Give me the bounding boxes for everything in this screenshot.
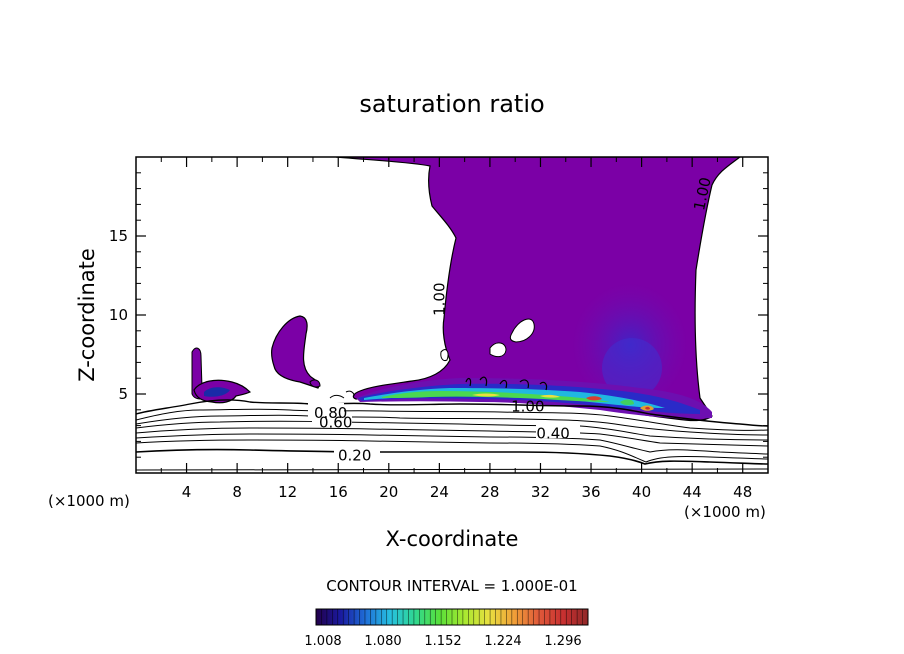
saturated-fragment	[309, 379, 321, 388]
x-tick-label: 28	[480, 483, 499, 501]
unsaturated-hole-3	[440, 349, 449, 361]
colored-spot-right-green	[620, 399, 634, 406]
unsaturated-hole-1	[509, 318, 535, 343]
contour-label: 1.00	[430, 282, 448, 315]
x-tick-label: 8	[232, 483, 242, 501]
contour-label: 0.40	[536, 425, 569, 443]
chart-title: saturation ratio	[359, 90, 544, 118]
y-tick-label: 5	[118, 385, 128, 403]
contour-label-backgrounds	[308, 403, 580, 460]
contour-label: 1.00	[511, 398, 544, 416]
contour-squiggles	[465, 376, 548, 391]
contour-label: 0.60	[319, 413, 352, 431]
x-tick-label: 40	[632, 483, 651, 501]
x-axis-label: X-coordinate	[386, 527, 519, 551]
y-axis: 5 10 15	[109, 172, 768, 458]
colorbar-tick-label: 1.224	[484, 634, 521, 649]
plot-area: 1.001.001.000.800.600.400.20	[136, 157, 768, 471]
colorbar-tick-label: 1.152	[424, 634, 461, 649]
contour-label: 0.20	[338, 447, 371, 465]
colorbar: 1.008 1.080 1.152 1.224 1.296	[304, 608, 589, 649]
x-tick-label: 16	[329, 483, 348, 501]
unsaturated-hole-2	[489, 342, 507, 358]
saturated-blob-mid	[271, 315, 320, 389]
saturated-fragment-2	[329, 390, 355, 399]
x-tick-label: 20	[379, 483, 398, 501]
contour-label: 0.80	[314, 404, 347, 422]
y-tick-label: 15	[109, 227, 128, 245]
colorbar-tick-label: 1.296	[544, 634, 581, 649]
saturated-blob-left-core	[204, 387, 230, 397]
colorbar-tick-label: 1.080	[364, 634, 401, 649]
colored-band-yellow	[472, 393, 560, 398]
x-axis: 4 8 12 16 20 24 28 32 36 40 44 48	[160, 157, 752, 501]
colorbar-tick-label: 1.008	[304, 634, 341, 649]
x-unit-label-right: (×1000 m)	[684, 503, 766, 521]
x-tick-label: 24	[430, 483, 449, 501]
colored-spot-red	[586, 396, 602, 401]
colored-spot-right-red	[645, 406, 650, 410]
x-tick-label: 44	[683, 483, 702, 501]
x-tick-label: 12	[278, 483, 297, 501]
x-tick-label: 48	[733, 483, 752, 501]
y-axis-label: Z-coordinate	[75, 248, 99, 382]
x-tick-label: 4	[182, 483, 192, 501]
x-unit-label-left: (×1000 m)	[48, 492, 130, 510]
x-tick-label: 32	[531, 483, 550, 501]
contour-lines	[136, 399, 768, 471]
colored-band-green	[382, 391, 610, 402]
y-tick-label: 10	[109, 306, 128, 324]
x-tick-label: 36	[581, 483, 600, 501]
cloud-core-inner	[602, 338, 662, 398]
contour-interval-label: CONTOUR INTERVAL = 1.000E-01	[326, 577, 577, 595]
